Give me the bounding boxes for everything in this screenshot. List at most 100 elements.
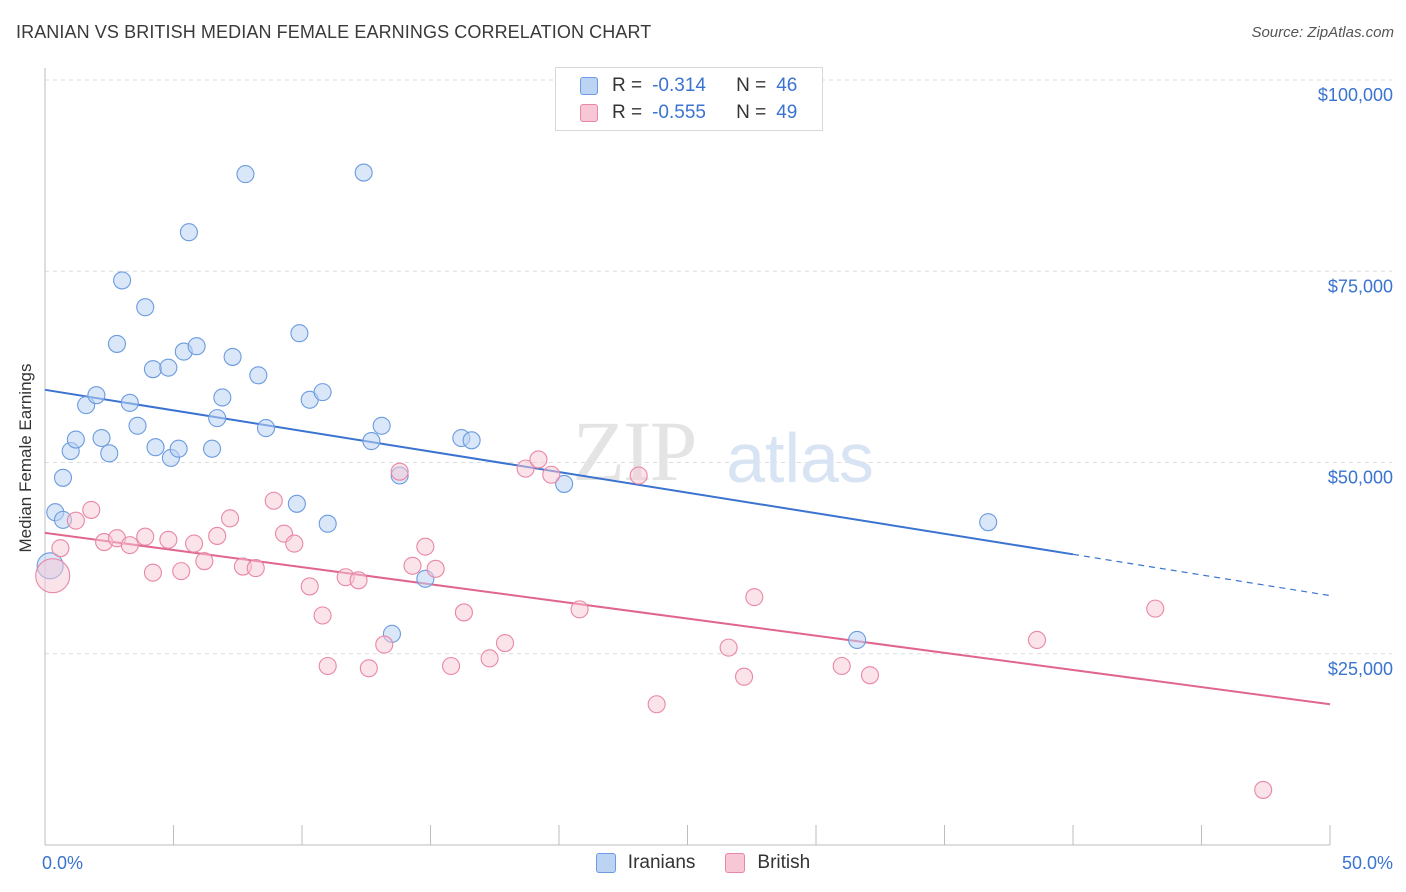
point-iranians <box>169 439 188 458</box>
point-british <box>300 577 319 596</box>
point-british <box>120 536 139 555</box>
point-british <box>647 695 666 714</box>
point-british <box>745 588 764 607</box>
point-british <box>390 462 409 481</box>
point-british <box>313 606 332 625</box>
point-british <box>136 527 155 546</box>
legend-r-label: R = <box>612 102 643 123</box>
point-british <box>208 526 227 545</box>
point-iranians <box>66 430 85 449</box>
point-iranians <box>362 432 381 451</box>
point-british <box>220 509 240 528</box>
point-british <box>318 656 337 676</box>
point-iranians <box>187 337 206 356</box>
point-iranians <box>236 165 255 184</box>
point-british <box>66 511 85 530</box>
legend-swatch-british <box>580 104 598 122</box>
point-british <box>529 450 548 469</box>
point-iranians <box>143 360 162 379</box>
point-british <box>82 500 101 519</box>
axes <box>44 68 1331 846</box>
legend-r-label: R = <box>612 75 643 96</box>
legend-n-label: N = <box>736 75 767 96</box>
point-british <box>359 659 378 678</box>
point-british <box>264 491 283 510</box>
point-british <box>403 556 422 575</box>
point-iranians <box>100 444 119 463</box>
point-iranians <box>128 416 147 435</box>
point-british <box>454 603 473 622</box>
point-iranians <box>256 419 276 438</box>
data-points <box>35 163 1273 799</box>
point-iranians <box>354 163 373 182</box>
point-iranians <box>213 388 232 407</box>
legend-label-british: British <box>757 852 811 873</box>
point-iranians <box>146 438 165 457</box>
point-iranians <box>848 630 867 650</box>
legend-n-label: N = <box>736 102 767 123</box>
point-british <box>416 537 435 556</box>
correlation-legend: R = -0.314 N = 46 R = -0.555 N = 49 <box>555 67 823 131</box>
legend-item-british[interactable]: British <box>725 852 810 874</box>
legend-n-value-british: 49 <box>776 102 798 123</box>
point-iranians <box>136 298 155 317</box>
legend-swatch-iranians <box>580 77 598 95</box>
y-tick-label: $100,000 <box>1318 85 1393 105</box>
point-british <box>734 667 754 686</box>
point-british <box>1027 630 1047 650</box>
point-british <box>495 633 515 653</box>
point-iranians <box>223 347 242 366</box>
point-iranians <box>159 358 178 377</box>
point-british <box>480 649 499 668</box>
point-iranians <box>208 409 227 428</box>
watermark-atlas: atlas <box>726 419 874 497</box>
point-british <box>516 459 535 478</box>
point-british <box>375 635 394 654</box>
point-british <box>172 562 191 581</box>
point-iranians <box>287 494 306 513</box>
legend-item-iranians[interactable]: Iranians <box>595 852 696 874</box>
point-british <box>246 559 265 578</box>
legend-n-value-iranians: 46 <box>776 75 798 96</box>
legend-swatch-british <box>725 853 746 873</box>
chart-title: IRANIAN VS BRITISH MEDIAN FEMALE EARNING… <box>16 22 652 42</box>
point-british <box>832 656 851 676</box>
point-british <box>159 530 178 549</box>
legend-label-iranians: Iranians <box>627 852 696 873</box>
point-iranians <box>249 366 268 385</box>
point-british <box>143 563 162 582</box>
x-tick-label-min: 0.0% <box>42 853 83 873</box>
legend-row-iranians: R = -0.314 N = 46 <box>580 73 797 99</box>
y-tick-label: $75,000 <box>1328 276 1393 296</box>
legend-swatch-iranians <box>595 853 616 873</box>
gridlines <box>45 79 1392 655</box>
point-british <box>426 559 445 578</box>
point-iranians <box>372 416 391 435</box>
point-british <box>860 666 880 685</box>
trend-line-extension-iranians <box>1072 553 1331 597</box>
point-iranians <box>290 324 309 343</box>
point-british <box>719 638 738 657</box>
trend-line-british <box>44 531 1331 706</box>
tick-labels: $25,000 $50,000 $75,000 $100,000 0.0% 50.0% <box>42 85 1393 873</box>
point-iranians <box>87 386 106 405</box>
point-british <box>35 558 71 594</box>
point-british <box>542 465 561 484</box>
y-axis-label: Median Female Earnings <box>16 363 35 553</box>
point-iranians <box>92 428 111 448</box>
y-tick-label: $50,000 <box>1328 468 1393 488</box>
point-iranians <box>107 334 127 353</box>
point-british <box>570 600 589 619</box>
point-iranians <box>555 474 574 493</box>
point-iranians <box>203 439 222 458</box>
point-british <box>1254 780 1273 799</box>
point-british <box>185 534 204 553</box>
point-british <box>195 552 214 571</box>
point-iranians <box>179 223 198 242</box>
point-british <box>629 466 648 485</box>
point-british <box>442 656 461 676</box>
point-iranians <box>462 431 481 450</box>
point-iranians <box>120 393 139 412</box>
point-iranians <box>53 468 73 487</box>
